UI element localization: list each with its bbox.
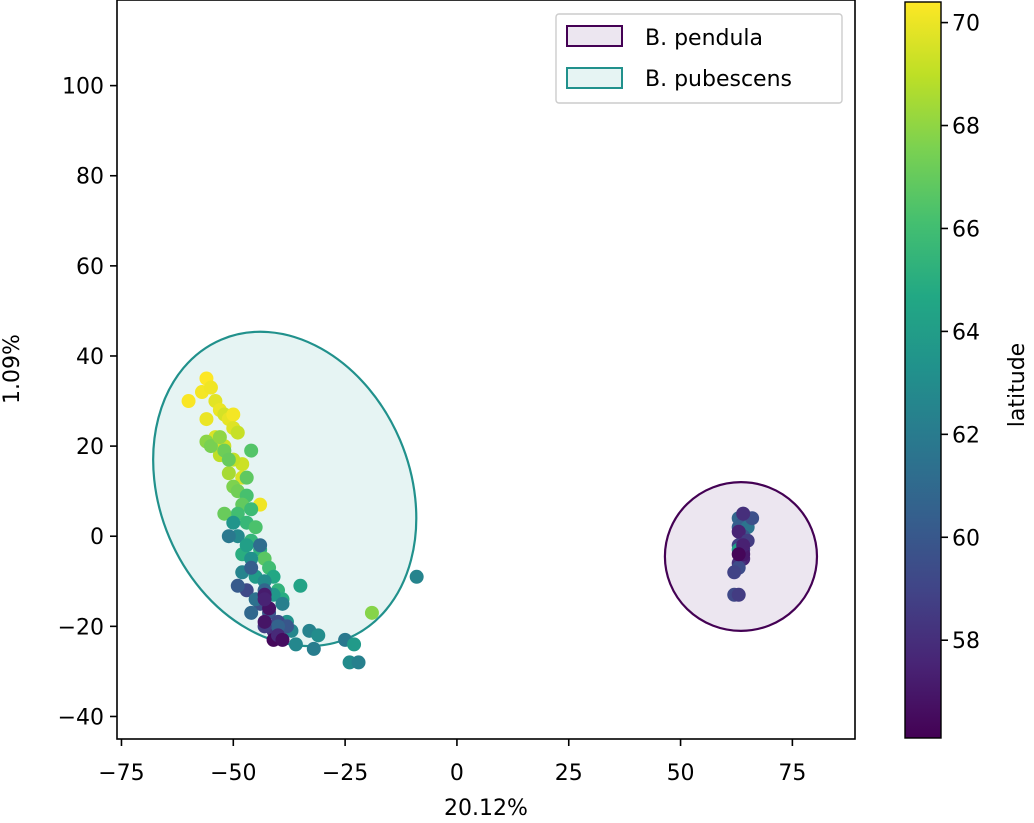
data-point: [364, 605, 379, 620]
scatter-points: [181, 371, 760, 670]
data-point: [731, 587, 746, 602]
data-point: [221, 466, 236, 481]
data-point: [311, 628, 326, 643]
x-axis: −75 −50 −25 0 25 50 75: [98, 739, 806, 786]
data-point: [239, 538, 254, 553]
colorbar-tick-label: 60: [952, 526, 980, 551]
plot-frame: [116, 0, 856, 740]
y-tick-label: 60: [76, 255, 104, 280]
y-axis: −40 −20 0 20 40 60 80 100: [58, 75, 117, 730]
data-point: [275, 596, 290, 611]
data-point: [731, 547, 746, 562]
data-point: [239, 470, 254, 485]
colorbar-gradient: [904, 1, 942, 739]
colorbar-tick-label: 58: [952, 629, 980, 654]
data-point: [306, 641, 321, 656]
data-point: [351, 655, 366, 670]
data-point: [203, 439, 218, 454]
data-point: [727, 565, 742, 580]
colorbar-tick-label: 70: [952, 12, 980, 37]
data-point: [253, 538, 268, 553]
data-point: [217, 506, 232, 521]
data-point: [257, 592, 272, 607]
legend-label-b-pendula: B. pendula: [645, 26, 763, 51]
data-point: [731, 524, 746, 539]
x-tick-label: −75: [98, 761, 144, 786]
data-point: [226, 515, 241, 530]
data-point: [244, 605, 259, 620]
legend-swatch-b-pubescens: [566, 67, 623, 89]
data-point: [244, 560, 259, 575]
x-axis-label: 20.12%: [444, 796, 528, 821]
x-tick-label: −50: [210, 761, 256, 786]
legend-swatch-b-pendula: [566, 25, 623, 47]
y-tick-label: 80: [76, 165, 104, 190]
data-point: [212, 430, 227, 445]
data-point: [230, 578, 245, 593]
y-tick-label: 0: [90, 525, 104, 550]
data-point: [248, 520, 263, 535]
x-tick-label: 50: [667, 761, 695, 786]
data-point: [230, 425, 245, 440]
data-point: [221, 452, 236, 467]
data-point: [181, 394, 196, 409]
colorbar-tick-label: 64: [952, 320, 980, 345]
data-point: [257, 614, 272, 629]
legend: B. pendula B. pubescens: [555, 13, 843, 104]
legend-frame: [555, 13, 843, 104]
y-tick-label: 100: [62, 75, 104, 100]
data-point: [226, 407, 241, 422]
colorbar-tick-label: 66: [952, 217, 980, 242]
colorbar-ticks: 58 60 62 64 66 68 70: [941, 12, 980, 654]
data-point: [347, 637, 362, 652]
data-point: [409, 569, 424, 584]
data-point: [244, 443, 259, 458]
data-point: [736, 506, 751, 521]
legend-label-b-pubescens: B. pubescens: [645, 67, 792, 92]
data-point: [203, 380, 218, 395]
y-tick-label: −40: [58, 705, 104, 730]
y-tick-label: 40: [76, 345, 104, 370]
data-point: [275, 632, 290, 647]
data-point: [288, 637, 303, 652]
data-point: [293, 578, 308, 593]
colorbar: 58 60 62 64 66 68 70 latitude: [904, 1, 1030, 739]
data-point: [199, 412, 214, 427]
x-tick-label: 0: [450, 761, 464, 786]
x-tick-label: −25: [322, 761, 368, 786]
colorbar-tick-label: 68: [952, 115, 980, 140]
data-point: [221, 529, 236, 544]
colorbar-tick-label: 62: [952, 423, 980, 448]
x-tick-label: 25: [555, 761, 583, 786]
y-axis-label: 1.09%: [0, 334, 25, 404]
y-tick-label: −20: [58, 615, 104, 640]
plot-area: [116, 0, 856, 740]
y-tick-label: 20: [76, 435, 104, 460]
data-point: [244, 502, 259, 517]
colorbar-label: latitude: [1005, 343, 1030, 427]
x-tick-label: 75: [778, 761, 806, 786]
